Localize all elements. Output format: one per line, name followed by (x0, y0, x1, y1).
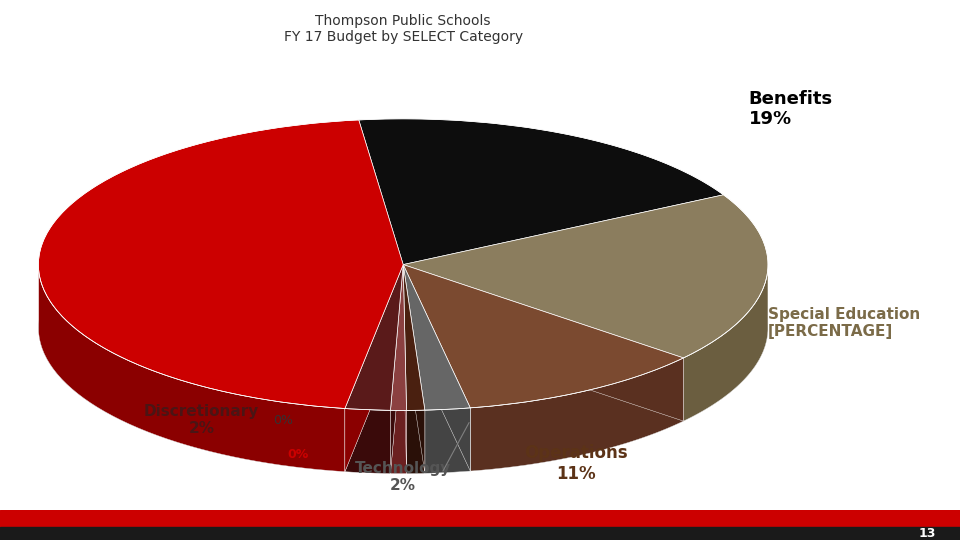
Polygon shape (345, 265, 403, 410)
Text: Technology
2%: Technology 2% (355, 461, 451, 493)
Polygon shape (403, 265, 684, 408)
Polygon shape (403, 265, 470, 410)
Polygon shape (403, 195, 768, 358)
Ellipse shape (38, 182, 768, 474)
Text: Benefits
19%: Benefits 19% (749, 90, 833, 129)
Polygon shape (403, 265, 684, 421)
Text: Special Education
[PERCENTAGE]: Special Education [PERCENTAGE] (768, 307, 921, 339)
Polygon shape (345, 265, 403, 472)
Polygon shape (345, 409, 391, 474)
Polygon shape (406, 410, 425, 474)
Text: Operations
11%: Operations 11% (524, 444, 628, 483)
Text: FY 17 Budget by SELECT Category: FY 17 Budget by SELECT Category (283, 30, 523, 44)
Polygon shape (38, 120, 403, 409)
Polygon shape (403, 265, 425, 474)
Text: 0%: 0% (287, 448, 308, 461)
Polygon shape (425, 408, 470, 474)
Text: Salaries
45%: Salaries 45% (96, 195, 184, 237)
Polygon shape (403, 265, 684, 421)
Polygon shape (403, 265, 406, 474)
Text: Discretionary
2%: Discretionary 2% (144, 404, 259, 436)
Polygon shape (403, 265, 470, 471)
Text: 0%: 0% (274, 414, 293, 427)
Polygon shape (391, 265, 403, 474)
Polygon shape (391, 265, 403, 474)
Polygon shape (403, 265, 406, 474)
Polygon shape (391, 410, 406, 474)
Bar (0, 526, 960, 540)
Polygon shape (403, 265, 425, 474)
Bar (0, 510, 960, 526)
Polygon shape (38, 269, 345, 472)
Text: 13: 13 (919, 527, 936, 540)
Polygon shape (403, 265, 470, 471)
Polygon shape (391, 265, 406, 410)
Text: Thompson Public Schools: Thompson Public Schools (316, 14, 491, 28)
Polygon shape (359, 119, 724, 265)
Polygon shape (403, 265, 425, 410)
Polygon shape (470, 358, 684, 471)
Polygon shape (345, 265, 403, 472)
Polygon shape (684, 267, 768, 421)
